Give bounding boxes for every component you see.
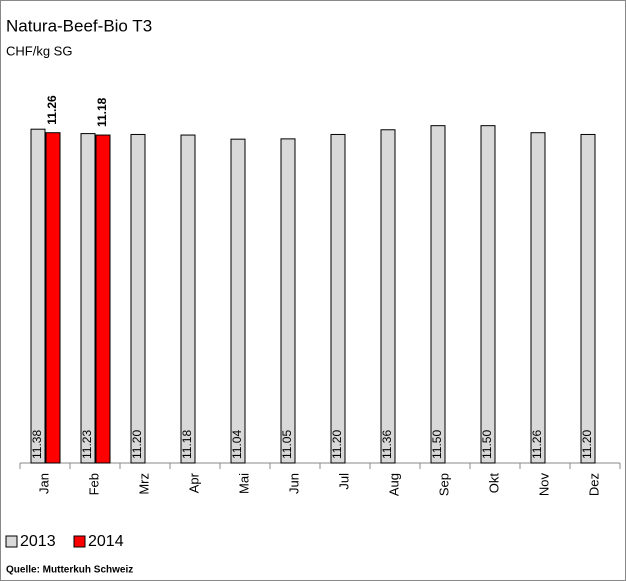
bar xyxy=(480,125,496,464)
source: Quelle: Mutterkuh Schweiz xyxy=(6,565,133,576)
legend-label: 2014 xyxy=(88,533,124,550)
x-tick-label: Aug xyxy=(386,473,401,496)
bar xyxy=(80,133,96,464)
x-tick-label: Dez xyxy=(586,473,601,496)
bar xyxy=(380,129,396,464)
x-tick-label: Mrz xyxy=(136,473,151,495)
x-tick-label: Okt xyxy=(486,473,501,494)
x-tick-label: Nov xyxy=(536,473,551,497)
value-label: 11.04 xyxy=(230,430,244,459)
bar xyxy=(30,128,46,464)
value-label: 11.20 xyxy=(130,430,144,459)
bar xyxy=(580,133,596,464)
chart-title: Natura-Beef-Bio T3 xyxy=(6,16,152,35)
x-tick-label: Feb xyxy=(86,473,101,495)
value-label: 11.38 xyxy=(30,430,44,459)
value-label: 11.23 xyxy=(80,430,94,459)
bar xyxy=(95,134,111,464)
x-tick-label: Jun xyxy=(286,473,301,494)
legend-swatch xyxy=(5,535,18,548)
x-tick-label: Mai xyxy=(236,473,251,494)
value-label: 11.26 xyxy=(530,430,544,459)
bar xyxy=(330,133,346,464)
x-tick-label: Apr xyxy=(186,472,201,493)
x-tick-label: Sep xyxy=(436,473,451,496)
value-label: 11.26 xyxy=(45,95,59,125)
value-label: 11.20 xyxy=(580,430,594,459)
value-label: 11.36 xyxy=(380,430,394,459)
bar xyxy=(45,132,61,464)
bar xyxy=(180,134,196,464)
chart-subtitle: CHF/kg SG xyxy=(6,43,72,58)
value-label: 11.05 xyxy=(280,430,294,459)
value-label: 11.50 xyxy=(480,430,494,459)
bar xyxy=(530,132,546,464)
bar xyxy=(430,125,446,464)
bar xyxy=(130,133,146,464)
x-tick-label: Jul xyxy=(336,473,351,490)
bar xyxy=(280,138,296,464)
value-label: 11.18 xyxy=(180,430,194,459)
value-label: 11.18 xyxy=(95,97,109,127)
value-label: 11.50 xyxy=(430,430,444,459)
value-label: 11.20 xyxy=(330,430,344,459)
x-tick-label: Jan xyxy=(36,473,51,494)
legend-label: 2013 xyxy=(20,533,56,550)
legend-swatch xyxy=(73,535,86,548)
bar xyxy=(230,138,246,464)
